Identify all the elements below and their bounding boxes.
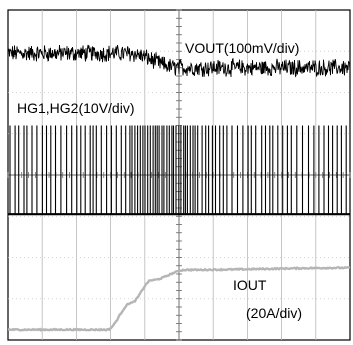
hg-pulses (9, 125, 347, 215)
iout-trace (7, 265, 351, 333)
iout-scale-label: (20A/div) (246, 305, 302, 321)
vout-trace (7, 44, 351, 78)
vout-label: VOUT(100mV/div) (185, 40, 299, 56)
scope-traces (7, 44, 351, 333)
iout-label: IOUT (233, 277, 267, 293)
hg-label: HG1,HG2(10V/div) (17, 100, 134, 116)
